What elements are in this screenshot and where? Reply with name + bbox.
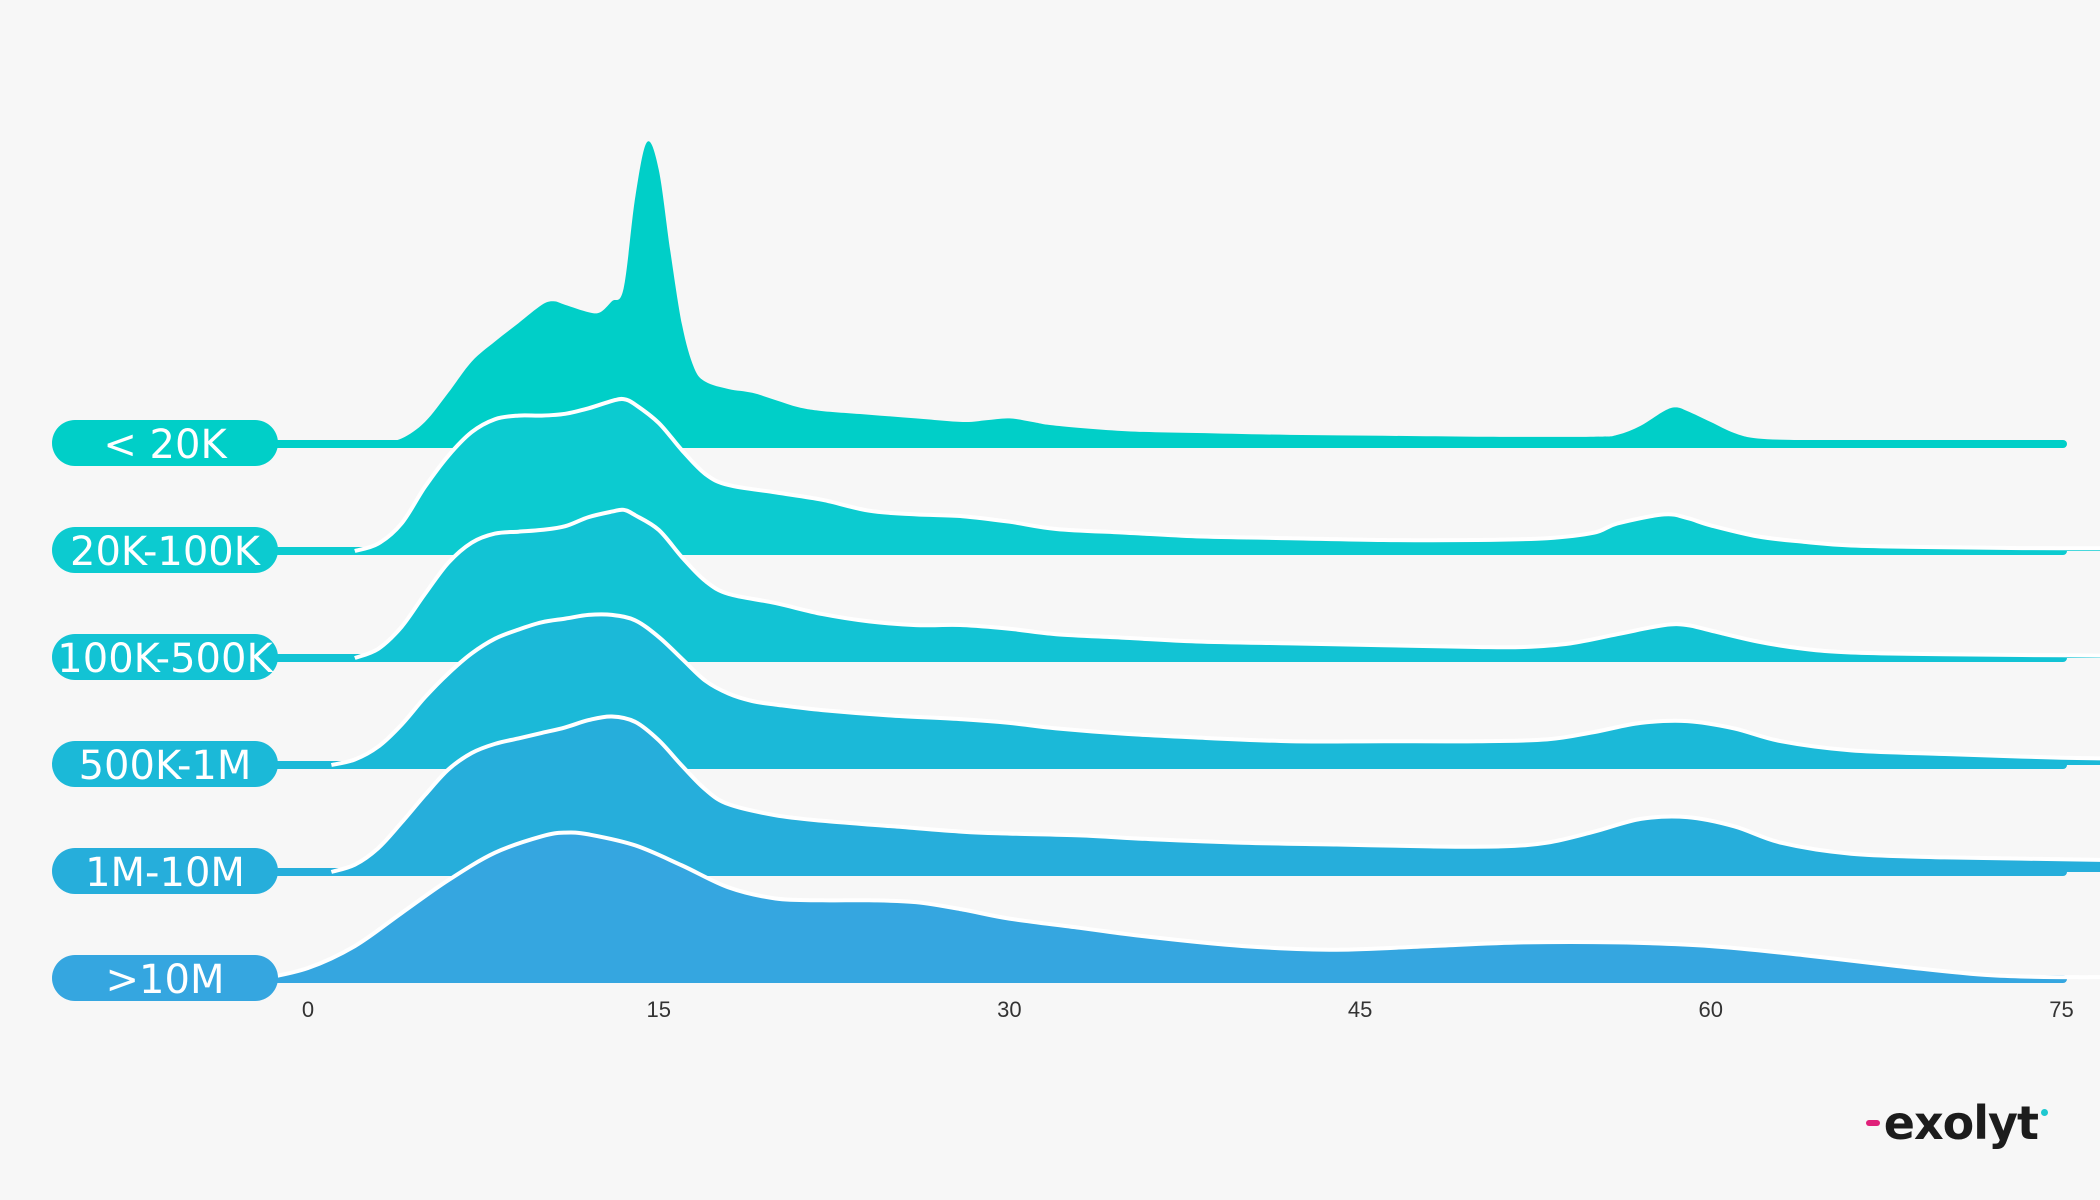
row-label-pill <box>52 848 278 894</box>
x-tick-label: 75 <box>2049 997 2073 1022</box>
ridge-area <box>331 614 2100 765</box>
row-label: >10M <box>52 955 278 1003</box>
row-label: < 20K <box>52 420 278 468</box>
x-tick-label: 15 <box>646 997 670 1022</box>
x-tick-label: 45 <box>1348 997 1372 1022</box>
ridge-area <box>378 141 2100 445</box>
ridge-outline <box>260 830 2100 981</box>
logo-dash-mark <box>1865 1120 1880 1126</box>
ridge-outline <box>330 714 2100 874</box>
row-label-pill <box>52 634 278 680</box>
ridge-6 <box>260 830 2100 983</box>
x-tick-label: 60 <box>1699 997 1723 1022</box>
row-label: 20K-100K <box>52 527 278 575</box>
logo-dot-mark <box>2041 1108 2048 1116</box>
ridge-outline <box>354 507 2100 660</box>
ridge-1 <box>266 141 2100 448</box>
ridge-outline <box>354 396 2100 553</box>
row-label: 100K-500K <box>52 634 278 682</box>
x-tick-label: 0 <box>302 997 314 1022</box>
x-axis-ticks: 0153045607590105 <box>302 997 2074 1022</box>
ridge-area <box>354 398 2100 551</box>
row-label-text: 100K-500K <box>57 636 274 682</box>
row-label-text: 500K-1M <box>79 743 252 789</box>
ridge-area <box>331 716 2100 872</box>
ridges <box>260 141 2100 983</box>
row-label-pill <box>52 741 278 787</box>
ridge-area <box>354 509 2100 658</box>
ridge-area <box>261 832 2100 979</box>
row-label-pill <box>52 527 278 573</box>
exolyt-logo: exolyt <box>1865 1096 2048 1150</box>
x-tick-label: 30 <box>997 997 1021 1022</box>
row-label-text: 1M-10M <box>85 850 245 896</box>
row-label-text: 20K-100K <box>70 529 262 575</box>
ridge-outline <box>330 612 2100 767</box>
row-label-pill <box>52 955 278 1001</box>
row-label-text: < 20K <box>103 422 228 468</box>
logo-wordmark: exolyt <box>1883 1096 2039 1150</box>
row-labels: < 20K 20K-100K 100K-500K 500K-1M 1M-10M >10M <box>52 420 278 1003</box>
row-label-pill <box>52 420 278 466</box>
row-label-text: >10M <box>106 957 225 1003</box>
row-label: 500K-1M <box>52 741 278 789</box>
row-label: 1M-10M <box>52 848 278 896</box>
